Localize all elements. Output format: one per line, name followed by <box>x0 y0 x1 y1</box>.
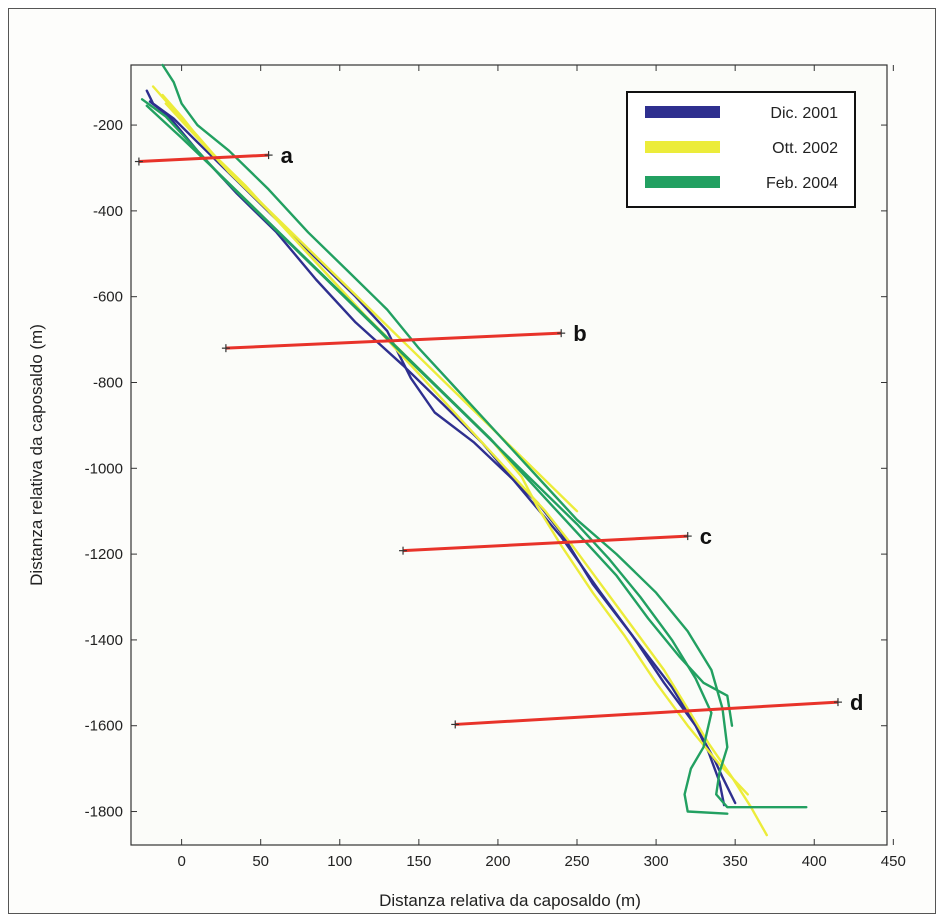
y-tick-label: -600 <box>93 289 123 306</box>
legend: Dic. 2001 Ott. 2002 Feb. 2004 <box>626 91 856 208</box>
series-line-dic-2001 <box>145 89 726 807</box>
y-tick-label: -1400 <box>85 632 123 649</box>
y-axis-title: Distanza relativa da caposaldo (m) <box>27 324 46 586</box>
legend-label-feb-2004: Feb. 2004 <box>766 175 838 192</box>
x-tick-label: 400 <box>802 853 827 870</box>
x-tick-label: 300 <box>644 853 669 870</box>
legend-swatch-ott-2002 <box>645 141 720 153</box>
x-tick-label: 50 <box>252 853 269 870</box>
section-line-a <box>138 153 269 164</box>
y-tick-label: -1000 <box>85 460 123 477</box>
section-line-c <box>402 534 688 553</box>
y-tick-label: -800 <box>93 374 123 391</box>
legend-label-ott-2002: Ott. 2002 <box>772 140 838 157</box>
legend-label-dic-2001: Dic. 2001 <box>770 105 838 122</box>
series-line-feb-2004 <box>161 63 808 809</box>
series-line-feb-2004 <box>145 104 734 727</box>
x-tick-label: 150 <box>406 853 431 870</box>
x-tick-label: 200 <box>485 853 510 870</box>
section-label-b: b <box>573 321 586 346</box>
section-label-a: a <box>281 143 294 168</box>
x-tick-label: 100 <box>327 853 352 870</box>
legend-swatch-feb-2004 <box>645 176 720 188</box>
y-tick-label: -200 <box>93 117 123 134</box>
x-tick-label: 450 <box>881 853 906 870</box>
x-tick-label: 250 <box>564 853 589 870</box>
section-line-b <box>225 331 562 350</box>
x-axis-title: Distanza relativa da caposaldo (m) <box>379 891 641 910</box>
y-tick-label: -1200 <box>85 546 123 563</box>
y-tick-label: -1600 <box>85 718 123 735</box>
section-line-d <box>455 700 839 726</box>
x-tick-label: 350 <box>723 853 748 870</box>
legend-swatch-dic-2001 <box>645 106 720 118</box>
section-label-c: c <box>700 524 712 549</box>
y-tick-label: -1800 <box>85 804 123 821</box>
section-label-d: d <box>850 690 863 715</box>
y-tick-label: -400 <box>93 203 123 220</box>
x-tick-label: 0 <box>177 853 185 870</box>
